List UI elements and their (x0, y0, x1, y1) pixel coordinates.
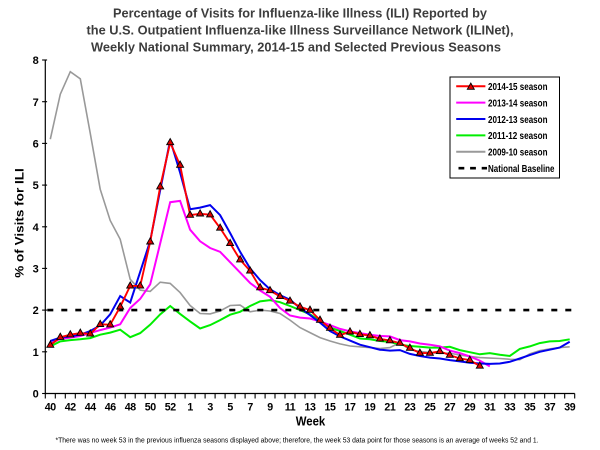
svg-text:2013-14 season: 2013-14 season (488, 98, 548, 109)
svg-text:9: 9 (267, 402, 273, 414)
svg-text:40: 40 (45, 402, 56, 414)
svg-text:2011-12 season: 2011-12 season (488, 131, 548, 142)
svg-text:42: 42 (65, 402, 76, 414)
svg-text:2014-15 season: 2014-15 season (488, 82, 548, 93)
svg-text:% of Visits for ILI: % of Visits for ILI (13, 168, 27, 278)
svg-text:19: 19 (364, 402, 375, 414)
svg-text:8: 8 (33, 55, 39, 67)
svg-text:7: 7 (247, 402, 253, 414)
svg-text:2012-13 season: 2012-13 season (488, 115, 548, 126)
svg-text:15: 15 (325, 402, 336, 414)
svg-text:21: 21 (384, 402, 395, 414)
svg-text:the U.S. Outpatient Influenza-: the U.S. Outpatient Influenza-like Illne… (87, 23, 514, 38)
svg-text:Percentage of Visits for Influ: Percentage of Visits for Influenza-like … (113, 6, 488, 21)
svg-text:1: 1 (187, 402, 193, 414)
svg-text:0: 0 (33, 389, 39, 401)
svg-text:7: 7 (33, 97, 39, 109)
svg-text:Weekly National Summary, 2014-: Weekly National Summary, 2014-15 and Sel… (91, 40, 501, 55)
svg-text:27: 27 (444, 402, 455, 414)
svg-text:31: 31 (484, 402, 495, 414)
svg-text:46: 46 (105, 402, 116, 414)
svg-text:37: 37 (544, 402, 555, 414)
svg-text:52: 52 (165, 402, 176, 414)
svg-text:5: 5 (227, 402, 233, 414)
svg-text:39: 39 (564, 402, 575, 414)
svg-text:3: 3 (207, 402, 213, 414)
svg-text:3: 3 (33, 264, 39, 276)
svg-text:35: 35 (524, 402, 535, 414)
svg-text:25: 25 (424, 402, 435, 414)
svg-text:6: 6 (33, 139, 39, 151)
svg-text:13: 13 (305, 402, 316, 414)
svg-text:33: 33 (504, 402, 515, 414)
svg-text:National Baseline: National Baseline (488, 164, 555, 175)
svg-text:*There was no week 53 in the p: *There was no week 53 in the previous in… (56, 438, 539, 445)
svg-text:48: 48 (125, 402, 136, 414)
svg-text:2009-10 season: 2009-10 season (488, 148, 548, 159)
svg-text:23: 23 (404, 402, 415, 414)
svg-text:1: 1 (33, 347, 39, 359)
svg-text:29: 29 (464, 402, 475, 414)
svg-text:Week: Week (296, 415, 326, 429)
svg-text:11: 11 (285, 402, 296, 414)
svg-text:50: 50 (145, 402, 156, 414)
svg-text:2: 2 (33, 305, 39, 317)
svg-text:5: 5 (33, 180, 39, 192)
svg-text:17: 17 (345, 402, 356, 414)
svg-text:44: 44 (85, 402, 96, 414)
svg-text:4: 4 (33, 222, 40, 234)
